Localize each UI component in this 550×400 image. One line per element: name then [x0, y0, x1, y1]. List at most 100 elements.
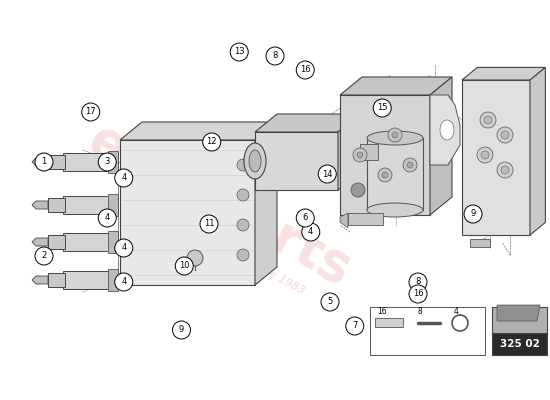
Circle shape — [302, 223, 320, 241]
Text: 4: 4 — [454, 308, 459, 316]
Text: 8: 8 — [418, 308, 423, 316]
Circle shape — [98, 209, 116, 227]
Ellipse shape — [244, 143, 266, 179]
Circle shape — [318, 165, 336, 183]
Text: 8: 8 — [272, 52, 278, 60]
Ellipse shape — [440, 120, 454, 140]
Circle shape — [237, 249, 249, 261]
Polygon shape — [462, 80, 530, 235]
Text: 15: 15 — [377, 104, 388, 112]
Polygon shape — [32, 201, 48, 209]
Circle shape — [357, 152, 363, 158]
Bar — [492, 307, 547, 333]
Text: 3: 3 — [104, 158, 110, 166]
Circle shape — [452, 315, 468, 331]
Bar — [48, 273, 65, 287]
Text: 4: 4 — [121, 174, 126, 182]
Circle shape — [98, 153, 116, 171]
Circle shape — [464, 205, 482, 223]
Bar — [367, 138, 423, 210]
Circle shape — [266, 47, 284, 65]
Bar — [375, 318, 403, 327]
Circle shape — [200, 215, 218, 233]
Bar — [63, 271, 118, 289]
Text: 9: 9 — [470, 210, 476, 218]
Polygon shape — [462, 67, 546, 80]
Bar — [108, 194, 118, 216]
Bar — [108, 269, 118, 291]
Polygon shape — [430, 77, 452, 215]
Circle shape — [382, 172, 388, 178]
Text: 17: 17 — [85, 108, 96, 116]
Circle shape — [481, 151, 489, 159]
Bar — [108, 231, 118, 253]
Circle shape — [409, 285, 427, 303]
Circle shape — [378, 168, 392, 182]
Ellipse shape — [367, 203, 423, 217]
Polygon shape — [255, 114, 360, 132]
Text: 12: 12 — [206, 138, 217, 146]
Circle shape — [501, 166, 509, 174]
Text: euroParts: euroParts — [80, 114, 360, 296]
Circle shape — [296, 61, 314, 79]
Circle shape — [388, 128, 402, 142]
Circle shape — [497, 162, 513, 178]
Bar — [108, 151, 118, 173]
Circle shape — [230, 43, 248, 61]
Text: 325 02: 325 02 — [499, 339, 540, 349]
Circle shape — [501, 131, 509, 139]
Circle shape — [484, 116, 492, 124]
Bar — [63, 233, 118, 251]
Circle shape — [115, 169, 133, 187]
Polygon shape — [340, 95, 430, 215]
Text: a passion for parts since 1983: a passion for parts since 1983 — [153, 208, 306, 296]
Circle shape — [35, 153, 53, 171]
Circle shape — [237, 219, 249, 231]
Polygon shape — [338, 114, 360, 190]
Bar — [348, 213, 383, 225]
Circle shape — [115, 239, 133, 257]
Polygon shape — [340, 213, 348, 228]
Polygon shape — [32, 276, 48, 284]
Text: 2: 2 — [41, 252, 47, 260]
Circle shape — [175, 257, 193, 275]
Polygon shape — [32, 238, 48, 246]
Circle shape — [173, 321, 190, 339]
Circle shape — [187, 250, 203, 266]
Bar — [470, 239, 490, 247]
Text: 9: 9 — [179, 326, 184, 334]
Bar — [48, 235, 65, 249]
Circle shape — [351, 183, 365, 197]
Text: 1: 1 — [41, 158, 47, 166]
Circle shape — [403, 158, 417, 172]
Polygon shape — [430, 95, 460, 165]
Text: 4: 4 — [308, 228, 314, 236]
Bar — [63, 196, 118, 214]
Circle shape — [115, 273, 133, 291]
Polygon shape — [530, 67, 546, 235]
Text: 6: 6 — [302, 214, 308, 222]
Text: 16: 16 — [300, 66, 311, 74]
Polygon shape — [255, 132, 338, 190]
Circle shape — [346, 317, 364, 335]
Text: 4: 4 — [121, 278, 126, 286]
Circle shape — [203, 133, 221, 151]
Text: 16: 16 — [377, 308, 387, 316]
Circle shape — [82, 103, 100, 121]
Text: 7: 7 — [352, 322, 358, 330]
Circle shape — [480, 112, 496, 128]
Polygon shape — [497, 305, 540, 321]
Bar — [63, 153, 118, 171]
Bar — [492, 333, 547, 355]
Text: 14: 14 — [322, 170, 333, 178]
Circle shape — [409, 273, 427, 291]
Text: 10: 10 — [179, 262, 190, 270]
Polygon shape — [120, 140, 255, 285]
Polygon shape — [340, 77, 452, 95]
Circle shape — [407, 162, 413, 168]
Polygon shape — [255, 122, 277, 285]
Ellipse shape — [367, 131, 423, 145]
Circle shape — [321, 293, 339, 311]
Text: 4: 4 — [121, 244, 126, 252]
Circle shape — [373, 99, 391, 117]
